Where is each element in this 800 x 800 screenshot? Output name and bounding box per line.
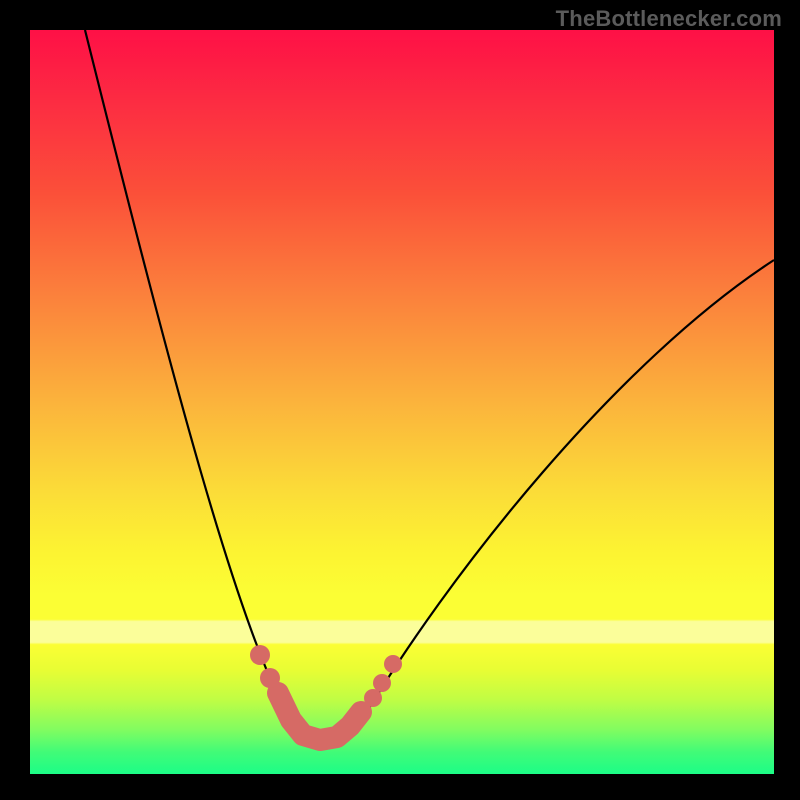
plot-area	[30, 30, 774, 774]
valley-dot-left-1	[260, 668, 280, 688]
valley-dot-left-0	[250, 645, 270, 665]
valley-dot-right-0	[364, 689, 382, 707]
valley-dot-right-1	[373, 674, 391, 692]
watermark-text: TheBottlenecker.com	[556, 6, 782, 32]
chart-svg	[30, 30, 774, 774]
heatfield-background	[30, 30, 774, 774]
valley-dot-right-2	[384, 655, 402, 673]
figure-root: TheBottlenecker.com	[0, 0, 800, 800]
